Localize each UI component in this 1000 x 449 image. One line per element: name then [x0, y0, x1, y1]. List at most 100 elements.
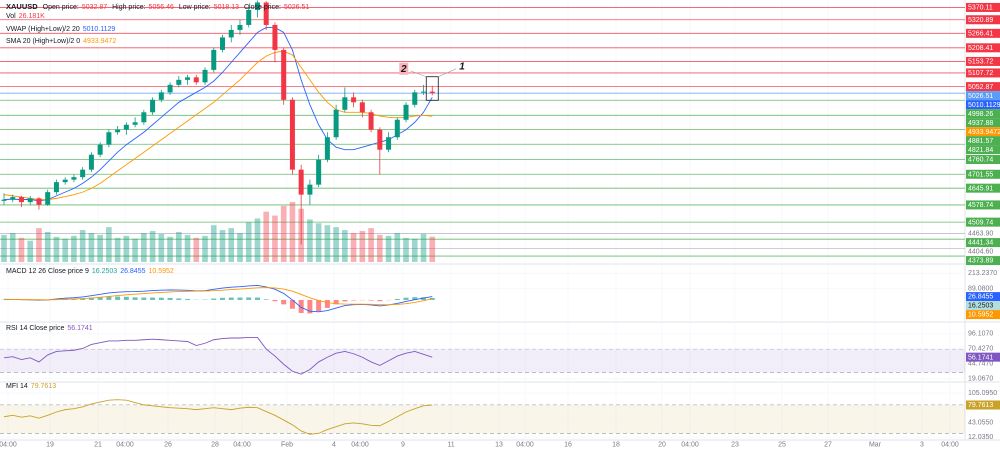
price-label-bg — [966, 136, 1000, 146]
candle-body — [254, 2, 260, 10]
candle-body — [237, 24, 243, 30]
candle-body — [10, 197, 16, 200]
y-tick-label: 12.0350 — [968, 434, 993, 441]
value-label: 56.1741 — [968, 354, 993, 361]
volume-bar — [9, 232, 16, 262]
histogram-bar — [246, 297, 252, 300]
oscillator-line — [3, 336, 433, 375]
price-label-bg — [966, 310, 1000, 320]
band-fill — [0, 349, 965, 373]
histogram-bar — [88, 297, 94, 300]
histogram-bar — [316, 299, 322, 312]
x-tick-label: 9 — [401, 441, 405, 448]
legend-name: Vol — [6, 13, 16, 20]
candle-body — [53, 182, 59, 193]
legend-value: 26.8455 — [120, 268, 146, 275]
price-label: 4701.55 — [968, 171, 993, 178]
price-label: 5026.51 — [968, 93, 993, 100]
volume-bar — [411, 238, 418, 262]
price-label: 4578.74 — [968, 202, 993, 209]
price-label: 5107.72 — [968, 70, 993, 77]
volume-bar — [193, 237, 200, 262]
histogram-bar — [333, 299, 339, 305]
price-label: 5320.89 — [968, 17, 993, 24]
histogram-bar — [115, 296, 121, 300]
band-fill — [0, 404, 965, 434]
legend-value: 10.5952 — [148, 268, 174, 275]
x-tick-label: 04:00 — [0, 441, 17, 448]
candle-body — [36, 198, 42, 205]
volume-bar — [324, 225, 331, 262]
legend-value: 16.2503 — [91, 268, 118, 275]
price-label-bg — [966, 118, 1000, 128]
price-label: 5266.41 — [968, 30, 993, 37]
legend-value: 26.181K — [18, 13, 45, 20]
histogram-bar — [394, 298, 400, 300]
histogram-bar — [254, 297, 260, 300]
candle-body — [27, 198, 33, 203]
y-tick-label: 70.4270 — [968, 346, 993, 353]
x-tick-label: 23 — [731, 441, 739, 448]
candle-body — [123, 124, 129, 130]
histogram-bar — [307, 299, 313, 314]
histogram-bar — [106, 296, 112, 300]
candle-body — [115, 129, 121, 133]
price-label-bg — [966, 256, 1000, 266]
ohlc-value: 5018.13 — [213, 4, 240, 11]
volume-bar — [394, 232, 401, 262]
volume-bar — [228, 228, 235, 262]
price-label: 16.2503 — [968, 303, 993, 310]
x-tick-label: 04:00 — [116, 441, 134, 448]
price-label-bg — [966, 183, 1000, 193]
volume-bar — [350, 232, 357, 262]
price-label: 5208.41 — [968, 45, 993, 52]
candle-body — [281, 49, 287, 100]
x-tick-label: 21 — [94, 441, 102, 448]
histogram-bar — [289, 299, 295, 309]
y-tick-label: 89.0800 — [968, 286, 993, 293]
volume-bar — [88, 232, 95, 262]
vwap-legend: VWAP (High+Low)/2 20 5010.1129 — [6, 24, 118, 36]
candle-body — [80, 169, 86, 178]
ohlc-key: Low price: — [178, 4, 211, 11]
candle-body — [158, 92, 164, 100]
ohlc-value: 5026.51 — [283, 4, 310, 11]
histogram-bar — [228, 297, 234, 300]
x-tick-label: 16 — [564, 441, 572, 448]
price-label-bg — [966, 127, 1000, 137]
candle-body — [246, 9, 252, 25]
price-label-bg — [966, 82, 1000, 92]
signal-line — [3, 287, 433, 306]
price-label-bg — [966, 43, 1000, 53]
legend-value: 4933.9472 — [83, 38, 117, 45]
x-tick-label: 20 — [658, 441, 666, 448]
macd-line — [3, 284, 433, 313]
candle-body — [324, 137, 330, 160]
y-tick-label: 105.0950 — [968, 390, 997, 397]
volume-bar — [36, 228, 42, 262]
candle-body — [289, 99, 295, 170]
y-tick-label: 96.1070 — [968, 331, 993, 338]
x-tick-label: 13 — [495, 441, 503, 448]
x-tick-label: Feb — [281, 441, 293, 448]
volume-bar — [210, 225, 217, 262]
legend-value: 5010.1129 — [82, 26, 116, 33]
volume-bar — [53, 236, 60, 262]
x-tick-label: 04:00 — [941, 441, 959, 448]
volume-bar — [272, 215, 278, 262]
ohlc-key: Open price: — [42, 4, 79, 11]
volume-legend: Vol 26.181K — [6, 11, 48, 23]
y-tick-label: 43.0550 — [968, 419, 993, 426]
candle-body — [351, 97, 357, 103]
candle-body — [45, 192, 51, 205]
volume-bar — [167, 236, 173, 262]
candle-body — [272, 24, 278, 50]
histogram-bar — [412, 297, 418, 300]
price-label: 5010.1129 — [968, 102, 1000, 109]
histogram-bar — [298, 299, 304, 313]
price-label: 4645.91 — [968, 185, 993, 192]
volume-bar — [385, 235, 392, 262]
histogram-bar — [167, 297, 173, 300]
x-tick-label: Mar — [869, 441, 882, 448]
candle-body — [412, 92, 418, 105]
